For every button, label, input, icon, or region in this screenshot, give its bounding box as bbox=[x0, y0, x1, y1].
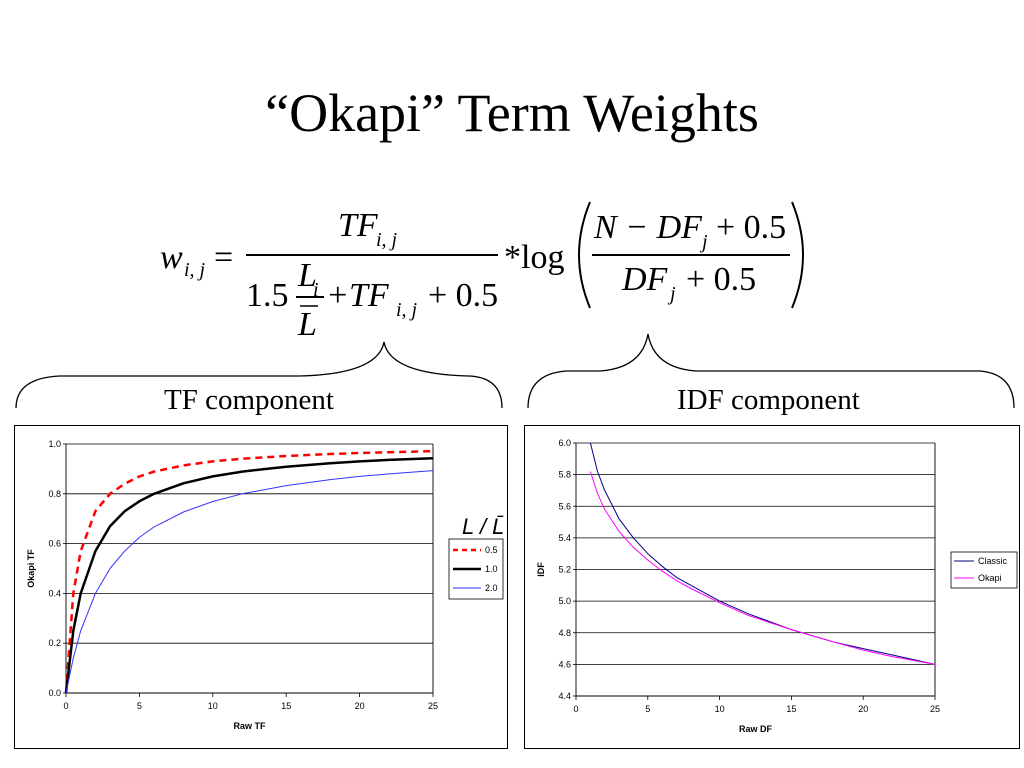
formula-idf-den-plus: + 0.5 bbox=[686, 261, 756, 298]
idf-ytick-label: 4.4 bbox=[558, 691, 571, 701]
tf-chart-panel: 0.0 0.2 0.4 0.6 0.8 1.0 0 5 10 15 20 25 Raw TF Okapi … bbox=[14, 425, 508, 749]
idf-xtick-label: 15 bbox=[786, 704, 796, 714]
tf-legend-title: L / L̄ bbox=[462, 514, 504, 539]
idf-ytick-label: 5.0 bbox=[558, 596, 571, 606]
formula-right-paren bbox=[791, 201, 804, 309]
tf-ytick-label: 0.4 bbox=[48, 588, 61, 598]
idf-ytick-label: 5.2 bbox=[558, 565, 571, 575]
formula-den-plus: + 0.5 bbox=[428, 277, 498, 314]
tf-xtick-label: 15 bbox=[281, 701, 291, 711]
formula-w-sub: i, j bbox=[184, 259, 206, 281]
formula-idf-num-sub: j bbox=[699, 231, 708, 253]
tf-series-line-1 bbox=[64, 456, 434, 694]
idf-y-axis-label: IDF bbox=[536, 562, 546, 577]
idf-legend-label-0: Classic bbox=[978, 556, 1008, 566]
formula-idf-den: DF bbox=[621, 261, 669, 298]
tf-xtick-label: 25 bbox=[428, 701, 438, 711]
idf-legend-box bbox=[950, 551, 1018, 589]
idf-ytick-label: 5.4 bbox=[558, 533, 571, 543]
idf-brace bbox=[527, 333, 1015, 409]
tf-brace bbox=[15, 341, 503, 409]
idf-x-axis-label: Raw DF bbox=[739, 724, 773, 734]
tf-chart: 0.0 0.2 0.4 0.6 0.8 1.0 0 5 10 15 20 25 Raw TF Okapi … bbox=[26, 439, 504, 731]
tf-xtick-label: 10 bbox=[208, 701, 218, 711]
idf-ytick-label: 5.6 bbox=[558, 501, 571, 511]
component-braces bbox=[15, 333, 1015, 409]
idf-xtick-label: 20 bbox=[858, 704, 868, 714]
tf-series-line-0 bbox=[64, 449, 434, 694]
tf-ytick-label: 0.2 bbox=[48, 638, 61, 648]
tf-legend-label-1: 1.0 bbox=[485, 564, 498, 574]
tf-legend-label-2: 2.0 bbox=[485, 583, 498, 593]
idf-xtick-label: 10 bbox=[715, 704, 725, 714]
okapi-formula: w i, j = TF i, j 1.5 L i L +TF i, j + 0.… bbox=[160, 201, 804, 343]
idf-legend-label-1: Okapi bbox=[978, 573, 1002, 583]
idf-series-line-1 bbox=[589, 471, 936, 665]
idf-xtick-label: 0 bbox=[573, 704, 578, 714]
tf-ytick-label: 0.0 bbox=[48, 688, 61, 698]
formula-den-plus-tf: +TF bbox=[326, 277, 390, 314]
idf-series-line-0 bbox=[589, 442, 936, 665]
tf-xtick-label: 0 bbox=[63, 701, 68, 711]
tf-series-line-2 bbox=[65, 470, 434, 694]
formula-den-coef: 1.5 bbox=[246, 277, 289, 314]
tf-ytick-label: 0.6 bbox=[48, 539, 61, 549]
idf-chart-panel: 4.4 4.6 4.8 5.0 5.2 5.4 5.6 5.8 6.0 0 5 10 15 20 25 Raw… bbox=[524, 425, 1020, 749]
idf-ytick-label: 4.6 bbox=[558, 659, 571, 669]
formula-idf-den-sub: j bbox=[667, 283, 676, 305]
formula-den-tf-sub: i, j bbox=[396, 299, 418, 321]
formula-equals: = bbox=[214, 239, 233, 276]
idf-chart: 4.4 4.6 4.8 5.0 5.2 5.4 5.6 5.8 6.0 0 5 10 15 20 25 Raw… bbox=[536, 438, 1018, 734]
formula-left-paren bbox=[578, 201, 591, 309]
idf-ytick-label: 6.0 bbox=[558, 438, 571, 448]
formula-idf-num: N − DF bbox=[593, 209, 703, 246]
formula-num-sub: i, j bbox=[376, 229, 398, 251]
formula-times-log: *log bbox=[504, 239, 564, 276]
formula-den-L-sub: i bbox=[313, 279, 319, 301]
tf-ytick-label: 1.0 bbox=[48, 439, 61, 449]
tf-xtick-label: 5 bbox=[137, 701, 142, 711]
formula-num-tf: TF bbox=[338, 207, 379, 244]
tf-y-axis-label: Okapi TF bbox=[26, 549, 36, 588]
tf-component-label: TF component bbox=[164, 384, 334, 416]
idf-xtick-label: 25 bbox=[930, 704, 940, 714]
idf-ytick-label: 5.8 bbox=[558, 470, 571, 480]
tf-ytick-label: 0.8 bbox=[48, 489, 61, 499]
slide-title: “Okapi” Term Weights bbox=[265, 83, 759, 143]
idf-xtick-label: 5 bbox=[645, 704, 650, 714]
tf-legend-label-0: 0.5 bbox=[485, 545, 498, 555]
tf-xtick-label: 20 bbox=[355, 701, 365, 711]
idf-component-label: IDF component bbox=[677, 384, 860, 416]
formula-den-L: L bbox=[297, 257, 317, 294]
idf-ytick-label: 4.8 bbox=[558, 628, 571, 638]
formula-w: w bbox=[160, 239, 183, 276]
formula-idf-num-plus: + 0.5 bbox=[716, 209, 786, 246]
formula-den-Lbar: L bbox=[297, 306, 317, 343]
tf-x-axis-label: Raw TF bbox=[233, 721, 266, 731]
